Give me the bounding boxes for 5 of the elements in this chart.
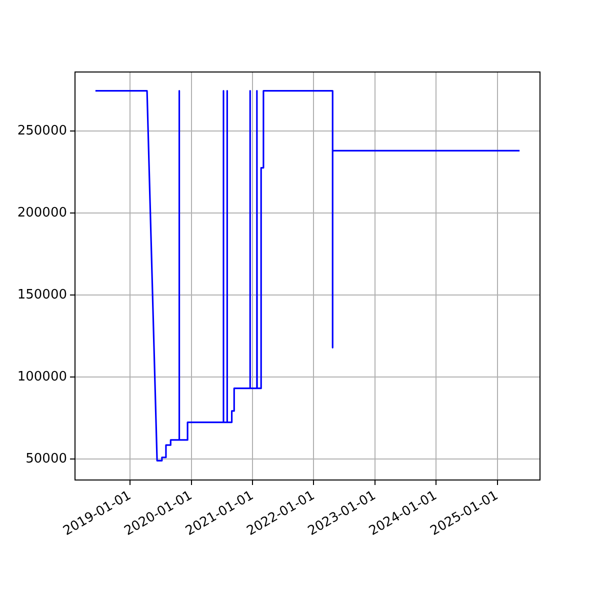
y-tick-label: 150000 [17,287,67,302]
y-tick-label: 100000 [17,369,67,384]
y-tick-label: 200000 [17,205,67,220]
y-tick-label: 250000 [17,123,67,138]
y-tick-label: 50000 [26,451,67,466]
